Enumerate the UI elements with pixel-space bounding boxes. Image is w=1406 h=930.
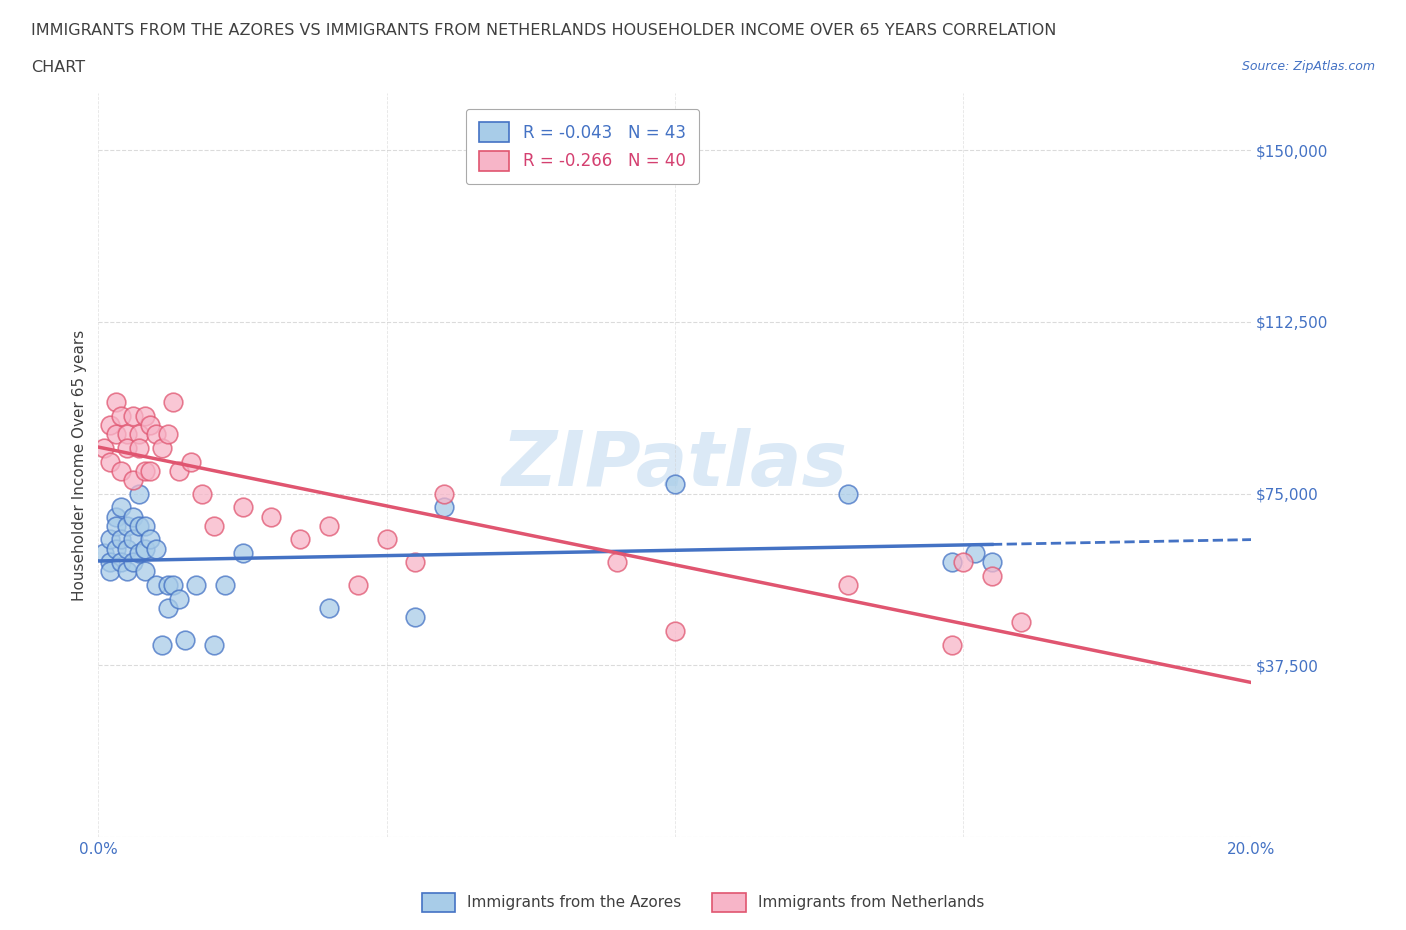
Point [664, 623, 686, 638]
Point [174, 632, 197, 647]
Point [952, 555, 974, 570]
Point [963, 546, 986, 561]
Point [837, 486, 859, 501]
Point [162, 394, 184, 409]
Point [162, 578, 184, 592]
Point [98, 418, 121, 432]
Text: ZIPatlas: ZIPatlas [502, 428, 848, 502]
Point [134, 408, 156, 423]
Point [606, 555, 628, 570]
Point [231, 500, 254, 515]
Point [134, 463, 156, 478]
Point [156, 427, 179, 442]
Point [260, 509, 283, 524]
Point [117, 441, 138, 456]
Point [128, 546, 150, 561]
Point [117, 427, 138, 442]
Point [134, 564, 156, 578]
Point [128, 441, 150, 456]
Point [98, 555, 121, 570]
Point [98, 532, 121, 547]
Point [104, 509, 127, 524]
Point [145, 541, 167, 556]
Point [318, 518, 340, 533]
Point [375, 532, 398, 547]
Text: Source: ZipAtlas.com: Source: ZipAtlas.com [1241, 60, 1375, 73]
Point [405, 610, 427, 625]
Point [134, 518, 156, 533]
Point [93, 546, 115, 561]
Point [167, 463, 190, 478]
Point [981, 568, 1004, 583]
Point [433, 486, 456, 501]
Text: CHART: CHART [31, 60, 84, 75]
Point [981, 555, 1004, 570]
Point [122, 509, 145, 524]
Point [139, 463, 162, 478]
Point [104, 518, 127, 533]
Y-axis label: Householder Income Over 65 years: Householder Income Over 65 years [72, 329, 87, 601]
Point [122, 472, 145, 487]
Point [1010, 615, 1032, 630]
Point [128, 427, 150, 442]
Point [202, 637, 225, 652]
Point [98, 564, 121, 578]
Point [214, 578, 236, 592]
Point [186, 578, 208, 592]
Point [122, 408, 145, 423]
Point [110, 500, 132, 515]
Point [145, 578, 167, 592]
Point [117, 564, 138, 578]
Point [104, 541, 127, 556]
Legend: R = -0.043   N = 43, R = -0.266   N = 40: R = -0.043 N = 43, R = -0.266 N = 40 [467, 109, 699, 184]
Point [150, 637, 173, 652]
Point [167, 591, 190, 606]
Point [104, 427, 127, 442]
Point [290, 532, 312, 547]
Point [117, 518, 138, 533]
Point [128, 486, 150, 501]
Legend: Immigrants from the Azores, Immigrants from Netherlands: Immigrants from the Azores, Immigrants f… [415, 887, 991, 918]
Point [433, 500, 456, 515]
Point [128, 518, 150, 533]
Point [98, 454, 121, 469]
Point [941, 555, 963, 570]
Point [117, 541, 138, 556]
Point [110, 408, 132, 423]
Point [318, 601, 340, 616]
Point [346, 578, 368, 592]
Point [104, 394, 127, 409]
Point [110, 463, 132, 478]
Text: IMMIGRANTS FROM THE AZORES VS IMMIGRANTS FROM NETHERLANDS HOUSEHOLDER INCOME OVE: IMMIGRANTS FROM THE AZORES VS IMMIGRANTS… [31, 23, 1056, 38]
Point [405, 555, 427, 570]
Point [156, 601, 179, 616]
Point [145, 427, 167, 442]
Point [139, 418, 162, 432]
Point [941, 637, 963, 652]
Point [150, 441, 173, 456]
Point [156, 578, 179, 592]
Point [202, 518, 225, 533]
Point [180, 454, 202, 469]
Point [134, 541, 156, 556]
Point [110, 532, 132, 547]
Point [191, 486, 214, 501]
Point [110, 555, 132, 570]
Point [664, 477, 686, 492]
Point [122, 555, 145, 570]
Point [231, 546, 254, 561]
Point [93, 441, 115, 456]
Point [837, 578, 859, 592]
Point [122, 532, 145, 547]
Point [139, 532, 162, 547]
